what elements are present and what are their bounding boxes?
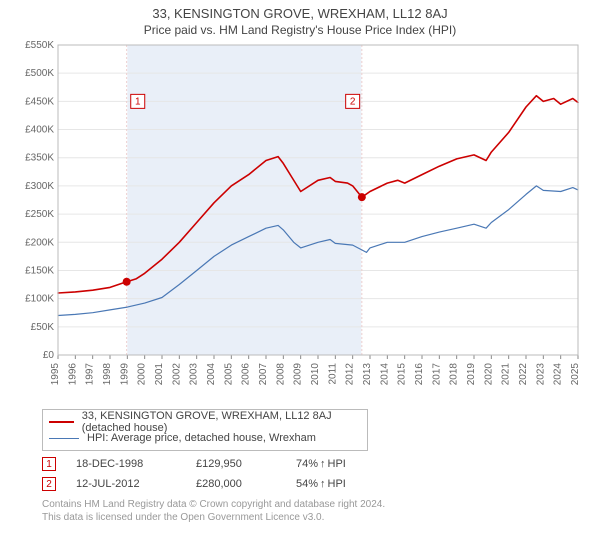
svg-text:£150K: £150K — [25, 265, 54, 276]
sale-metric: HPI — [328, 458, 346, 470]
svg-text:1995: 1995 — [50, 363, 61, 386]
svg-text:2024: 2024 — [553, 363, 564, 386]
sale-row: 2 12-JUL-2012 £280,000 54% ↑ HPI — [42, 477, 600, 491]
svg-text:£100K: £100K — [25, 294, 54, 305]
svg-text:1998: 1998 — [102, 363, 113, 386]
svg-text:2011: 2011 — [327, 363, 338, 385]
legend-swatch-hpi — [49, 438, 79, 439]
svg-text:2005: 2005 — [223, 363, 234, 386]
svg-text:2014: 2014 — [379, 363, 390, 386]
svg-text:2008: 2008 — [275, 363, 286, 386]
svg-text:2003: 2003 — [189, 363, 200, 386]
sale-badge: 1 — [42, 457, 56, 471]
svg-text:2023: 2023 — [535, 363, 546, 386]
legend-label: HPI: Average price, detached house, Wrex… — [87, 432, 316, 444]
svg-text:1: 1 — [135, 96, 141, 107]
footnote-line: Contains HM Land Registry data © Crown c… — [42, 499, 600, 512]
sale-hpi: 54% ↑ HPI — [296, 478, 346, 490]
chart: £0 £50K £100K £150K £200K £250K £300K £350K £400… — [16, 41, 584, 401]
footnote-line: This data is licensed under the Open Gov… — [42, 512, 600, 525]
svg-text:2004: 2004 — [206, 363, 217, 386]
svg-text:£400K: £400K — [25, 125, 54, 136]
svg-text:£50K: £50K — [31, 322, 55, 333]
legend-label: 33, KENSINGTON GROVE, WREXHAM, LL12 8AJ … — [82, 410, 361, 434]
sale-price: £129,950 — [196, 458, 276, 470]
svg-text:£250K: £250K — [25, 209, 54, 220]
sale-delta: 54% — [296, 478, 318, 490]
sale-hpi: 74% ↑ HPI — [296, 458, 346, 470]
page-title: 33, KENSINGTON GROVE, WREXHAM, LL12 8AJ — [0, 0, 600, 21]
svg-text:2019: 2019 — [466, 363, 477, 386]
svg-text:1999: 1999 — [119, 363, 130, 386]
svg-text:£300K: £300K — [25, 181, 54, 192]
svg-text:1996: 1996 — [67, 363, 78, 386]
page-subtitle: Price paid vs. HM Land Registry's House … — [0, 21, 600, 41]
svg-text:2010: 2010 — [310, 363, 321, 386]
svg-text:2015: 2015 — [397, 363, 408, 386]
sale-delta: 74% — [296, 458, 318, 470]
page-root: 33, KENSINGTON GROVE, WREXHAM, LL12 8AJ … — [0, 0, 600, 560]
legend-row: 33, KENSINGTON GROVE, WREXHAM, LL12 8AJ … — [49, 414, 361, 430]
arrow-up-icon: ↑ — [320, 458, 326, 470]
legend-swatch-price — [49, 421, 74, 423]
svg-text:2020: 2020 — [483, 363, 494, 386]
svg-text:£200K: £200K — [25, 237, 54, 248]
svg-text:2009: 2009 — [293, 363, 304, 386]
footnote: Contains HM Land Registry data © Crown c… — [42, 499, 600, 524]
sale-date: 12-JUL-2012 — [76, 478, 176, 490]
svg-text:2000: 2000 — [137, 363, 148, 386]
svg-text:2013: 2013 — [362, 363, 373, 386]
legend: 33, KENSINGTON GROVE, WREXHAM, LL12 8AJ … — [42, 409, 368, 451]
legend-row: HPI: Average price, detached house, Wrex… — [49, 430, 361, 446]
svg-text:2022: 2022 — [518, 363, 529, 386]
svg-text:2012: 2012 — [345, 363, 356, 386]
arrow-up-icon: ↑ — [320, 478, 326, 490]
svg-text:2001: 2001 — [154, 363, 165, 386]
chart-svg: £0 £50K £100K £150K £200K £250K £300K £350K £400… — [16, 41, 584, 401]
svg-text:£500K: £500K — [25, 68, 54, 79]
sale-price: £280,000 — [196, 478, 276, 490]
svg-text:£0: £0 — [43, 350, 55, 361]
svg-text:2025: 2025 — [570, 363, 581, 386]
sale-metric: HPI — [328, 478, 346, 490]
svg-text:2018: 2018 — [449, 363, 460, 386]
svg-text:£450K: £450K — [25, 96, 54, 107]
svg-text:2: 2 — [350, 96, 356, 107]
svg-text:2007: 2007 — [258, 363, 269, 386]
svg-text:£350K: £350K — [25, 153, 54, 164]
svg-text:2021: 2021 — [501, 363, 512, 386]
sale-badge: 2 — [42, 477, 56, 491]
svg-text:£550K: £550K — [25, 41, 54, 51]
svg-text:2006: 2006 — [241, 363, 252, 386]
sale-row: 1 18-DEC-1998 £129,950 74% ↑ HPI — [42, 457, 600, 471]
svg-text:2016: 2016 — [414, 363, 425, 386]
svg-text:2017: 2017 — [431, 363, 442, 386]
sale-date: 18-DEC-1998 — [76, 458, 176, 470]
svg-text:2002: 2002 — [171, 363, 182, 386]
svg-text:1997: 1997 — [85, 363, 96, 386]
